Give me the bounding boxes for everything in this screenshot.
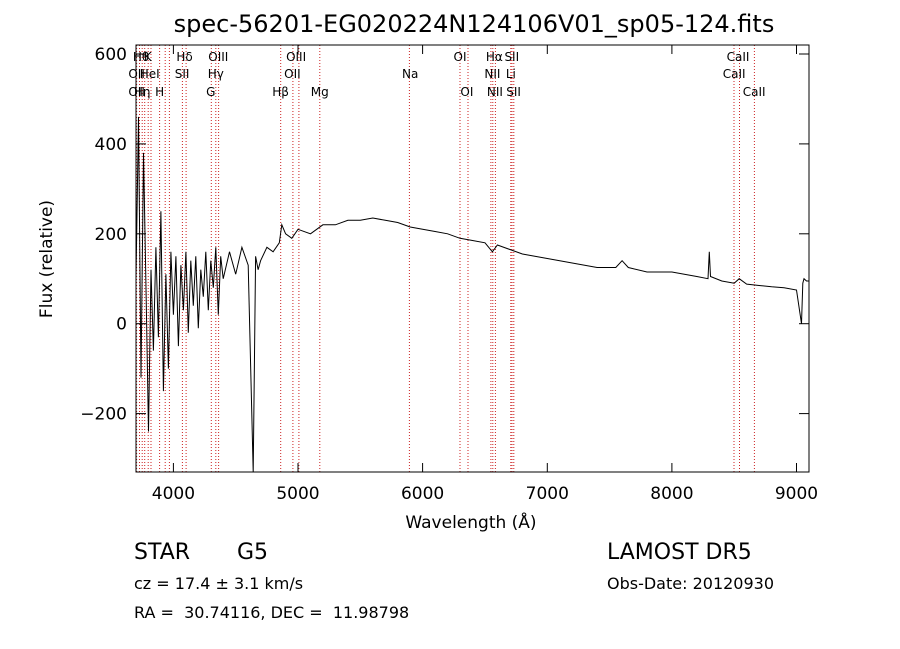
line-label: Na	[402, 67, 418, 81]
subclass-label: G5	[237, 540, 269, 565]
line-label: Hβ	[272, 85, 289, 99]
redshift-value: cz = 17.4 ± 3.1 km/s	[134, 574, 304, 593]
y-tick-label: −200	[80, 405, 127, 425]
coordinates: RA = 30.74116, DEC = 11.98798	[134, 603, 410, 622]
line-label: Mg	[311, 85, 329, 99]
line-label: Hγ	[208, 67, 224, 81]
line-label: CaII	[743, 85, 766, 99]
x-tick-label: 9000	[775, 484, 818, 504]
obs-date: Obs-Date: 20120930	[607, 574, 775, 593]
class-label: STAR	[134, 540, 191, 565]
y-tick-label: 600	[95, 45, 127, 65]
line-label: CaII	[727, 50, 750, 64]
x-tick-label: 5000	[276, 484, 319, 504]
line-label: OIII	[286, 50, 306, 64]
line-label: NII	[487, 85, 503, 99]
x-tick-label: 7000	[526, 484, 569, 504]
line-label: SII	[175, 67, 190, 81]
line-label: Li	[506, 67, 516, 81]
line-label: NII	[484, 67, 500, 81]
line-label: Hδ	[176, 50, 192, 64]
y-axis: −200 0 200 400 600	[80, 45, 809, 425]
spectrum-chart: spec-56201-EG020224N124106V01_sp05-124.f…	[37, 10, 818, 533]
line-label: Hη	[134, 85, 151, 99]
x-axis: 4000 5000 6000 7000 8000 9000	[152, 45, 818, 504]
spectrum-series-line	[135, 116, 809, 473]
y-tick-label: 0	[116, 315, 127, 335]
line-label: H	[155, 85, 164, 99]
y-tick-label: 200	[95, 225, 127, 245]
x-tick-label: 4000	[152, 484, 195, 504]
plot-frame	[135, 44, 810, 473]
chart-title: spec-56201-EG020224N124106V01_sp05-124.f…	[174, 10, 775, 38]
x-tick-label: 6000	[401, 484, 444, 504]
line-label: OII	[128, 67, 145, 81]
y-tick-label: 400	[95, 135, 127, 155]
x-tick-label: 8000	[650, 484, 693, 504]
line-label: SII	[504, 50, 519, 64]
line-label: OII	[128, 85, 145, 99]
x-axis-label: Wavelength (Å)	[405, 511, 536, 533]
line-label: K	[144, 50, 153, 64]
line-label: Hα	[486, 50, 503, 64]
line-label: HeI	[140, 67, 160, 81]
line-label: OI	[454, 50, 467, 64]
line-label: OI	[460, 85, 473, 99]
line-label: SII	[506, 85, 521, 99]
spectral-line-markers	[136, 45, 755, 472]
line-label: G	[206, 85, 215, 99]
line-label: CaII	[723, 67, 746, 81]
line-label: OII	[284, 67, 301, 81]
line-label: OIII	[208, 50, 228, 64]
survey-label: LAMOST DR5	[607, 540, 752, 565]
y-axis-label: Flux (relative)	[37, 200, 57, 318]
